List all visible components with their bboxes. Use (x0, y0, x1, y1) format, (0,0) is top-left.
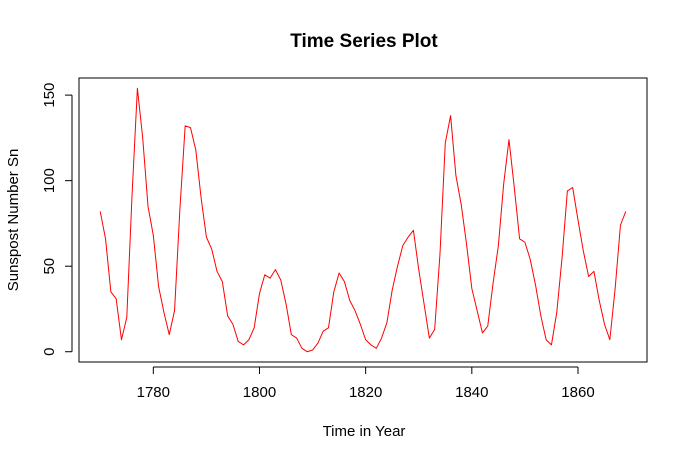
x-axis: 1780 1800 1820 1840 1860 (137, 366, 595, 401)
x-axis-label: Time in Year (323, 423, 406, 440)
x-tick-label: 1840 (455, 384, 488, 401)
series-line-0 (99, 87, 627, 353)
chart-title: Time Series Plot (290, 31, 438, 52)
y-axis: 0 50 100 150 (41, 83, 73, 356)
y-tick-label: 50 (41, 258, 58, 275)
y-tick-label: 100 (41, 168, 58, 193)
y-axis-label: Sunspost Number Sn (5, 149, 22, 292)
plot-frame (78, 77, 648, 363)
x-tick-label: 1860 (561, 384, 594, 401)
y-tick-label: 150 (41, 83, 58, 108)
y-tick-label: 0 (41, 348, 58, 356)
series-layer (99, 87, 627, 353)
x-tick-label: 1780 (137, 384, 170, 401)
x-tick-label: 1820 (349, 384, 382, 401)
x-tick-label: 1800 (243, 384, 276, 401)
